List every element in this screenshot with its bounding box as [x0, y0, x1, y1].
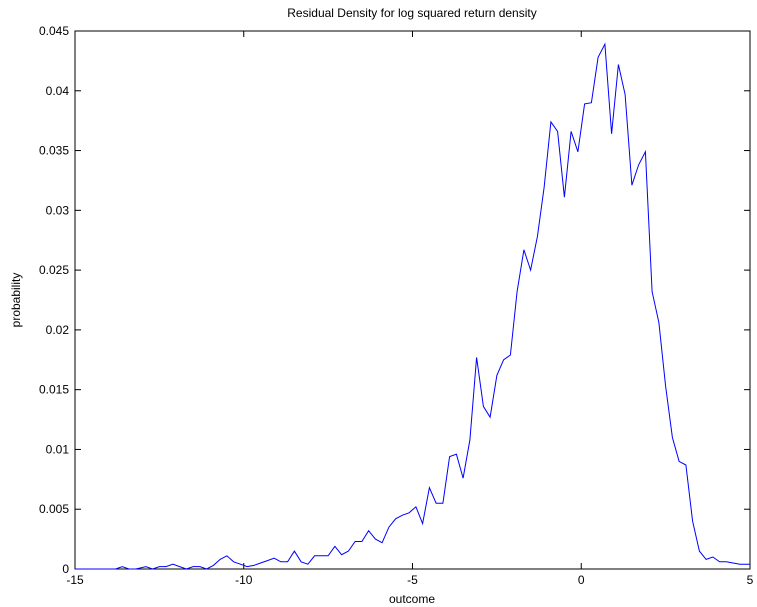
y-tick-label: 0.01	[46, 442, 70, 456]
chart-title: Residual Density for log squared return …	[287, 6, 536, 20]
y-axis: 0 0.005 0.01 0.015 0.02 0.025 0.03 0.035 0.04 0.0…	[39, 24, 750, 576]
y-tick-label: 0.025	[39, 263, 69, 277]
x-axis-label: outcome	[389, 592, 435, 606]
y-tick-label: 0.015	[39, 383, 69, 397]
y-tick-label: 0.03	[46, 203, 70, 217]
y-axis-label: probability	[9, 273, 23, 328]
x-tick-label: 0	[578, 573, 585, 587]
y-tick-label: 0	[62, 562, 69, 576]
x-tick-label: -15	[66, 573, 84, 587]
x-tick-label: -5	[407, 573, 418, 587]
x-axis: -15 -10 -5 0 5	[66, 31, 754, 587]
y-tick-label: 0.005	[39, 502, 69, 516]
y-tick-label: 0.04	[46, 84, 70, 98]
y-tick-label: 0.045	[39, 24, 69, 38]
y-tick-label: 0.035	[39, 144, 69, 158]
x-tick-label: 5	[747, 573, 754, 587]
y-tick-label: 0.02	[46, 323, 70, 337]
density-series-line	[75, 42, 750, 570]
x-tick-label: -10	[235, 573, 253, 587]
